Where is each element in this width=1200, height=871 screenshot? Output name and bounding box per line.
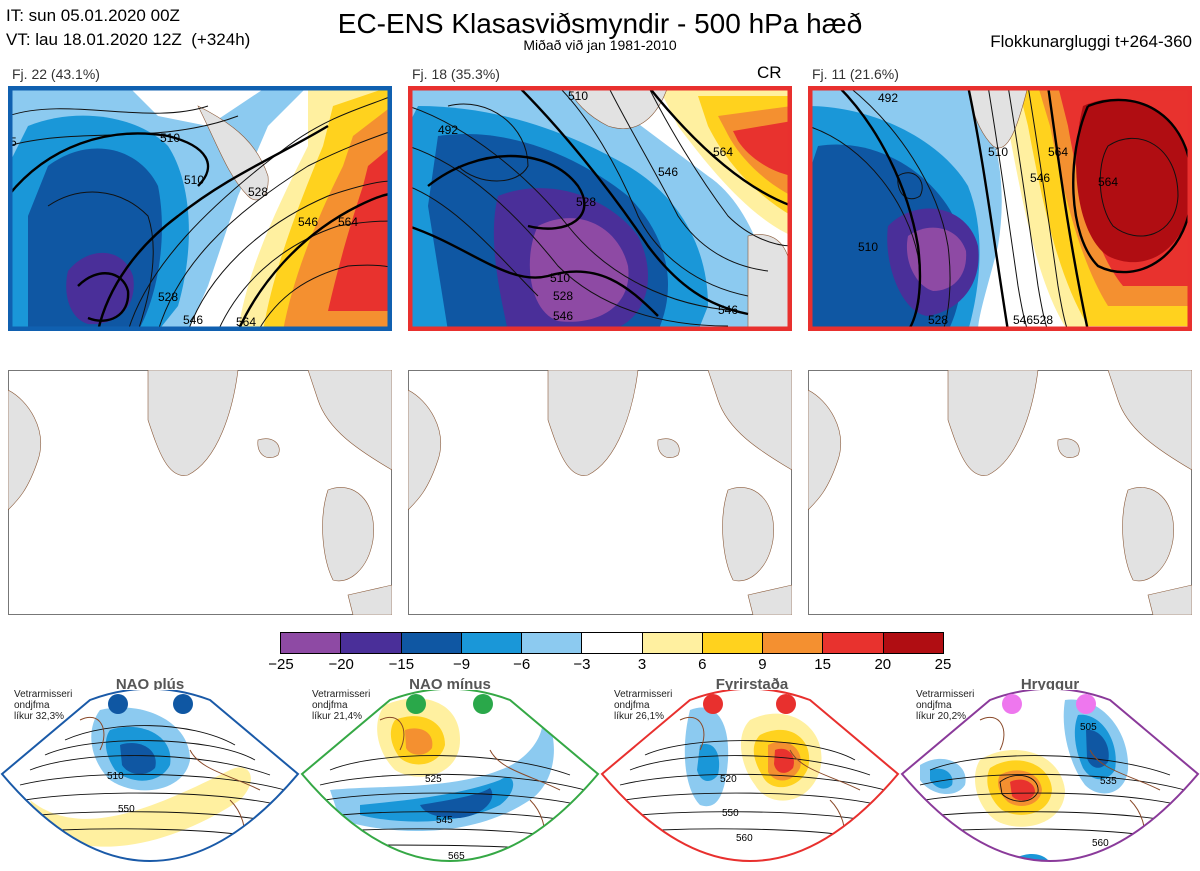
colorbar-swatch <box>701 633 763 653</box>
contour-label: 550 <box>118 804 135 815</box>
base-map-3 <box>808 370 1192 615</box>
colorbar-swatch <box>762 633 823 653</box>
colorbar-tick-label: 9 <box>758 656 767 673</box>
colorbar-tick-label: −6 <box>513 656 531 673</box>
contour-label: 546 <box>553 309 573 323</box>
contour-label: 528 <box>928 313 948 327</box>
cluster-frame <box>8 86 392 331</box>
regime-1-title: NAO plús <box>115 676 185 693</box>
cluster-2-map: 510 492 528 546 510 528 546 546 564 <box>408 86 792 331</box>
contour-label: 510 <box>550 271 570 285</box>
contour-label: 5 <box>10 135 17 149</box>
colorbar-tick-label: 25 <box>934 656 952 673</box>
colorbar-tick-label: −3 <box>573 656 591 673</box>
contour-label: 505 <box>1080 722 1097 733</box>
contour-label: 510 <box>184 173 204 187</box>
contour-label: 564 <box>1098 175 1118 189</box>
cluster-1-map: 510 510 528 546 564 528 546 564 5 <box>8 86 392 331</box>
cluster-1-label: Fj. 22 (43.1%) <box>12 66 100 82</box>
contour-label: 535 <box>1100 776 1117 787</box>
contour-label: 528 <box>1033 313 1053 327</box>
contour-label: 560 <box>1092 838 1109 849</box>
colorbar-swatch <box>882 633 943 653</box>
regime-3-title: Fyrirstaða <box>715 676 789 693</box>
contour-label: 520 <box>720 774 737 785</box>
colorbar-swatch <box>521 633 582 653</box>
colorbar-swatch <box>581 633 642 653</box>
colorbar-tick-label: −20 <box>328 656 354 673</box>
colorbar-swatch <box>641 633 702 653</box>
colorbar-tick-label: −15 <box>388 656 415 673</box>
base-map-2 <box>408 370 792 615</box>
contour-label: 546 <box>183 313 203 327</box>
contour-label: 546 <box>1013 313 1033 327</box>
regime-3-map: 520 550 560 <box>600 690 900 862</box>
regime-1-map: 510 550 <box>0 690 300 862</box>
contour-label: 545 <box>436 815 453 826</box>
colorbar-tick-label: 3 <box>637 656 647 673</box>
page-title: EC-ENS Klasasviðsmyndir - 500 hPa hæð <box>337 8 863 39</box>
regime-2-title: NAO mínus <box>409 676 491 693</box>
cluster-frame <box>408 86 792 331</box>
page-subtitle: Miðað við jan 1981-2010 <box>523 37 677 53</box>
regime-4-map: 505 535 560 <box>900 690 1200 862</box>
contour-label: 546 <box>298 215 318 229</box>
colorbar-swatch <box>822 633 883 653</box>
colorbar-tick-label: −25 <box>268 656 294 673</box>
contour-label: 564 <box>1048 145 1068 159</box>
colorbar-tick-label: 6 <box>698 656 707 673</box>
colorbar-tick-label: 15 <box>814 656 831 673</box>
valid-time: VT: lau 18.01.2020 12Z (+324h) <box>6 30 251 49</box>
classification-window: Flokkunargluggi t+264-360 <box>990 32 1192 51</box>
cluster-frame <box>808 86 1192 331</box>
regime-3-climatology: Vetrarmisseri ondjfma líkur 26,1% <box>614 689 673 722</box>
colorbar-swatch <box>281 633 341 653</box>
contour-label: 510 <box>107 771 124 782</box>
regime-2-map: 525 545 565 <box>300 690 600 862</box>
contour-label: 492 <box>438 123 458 137</box>
cluster-3-map: 492 510 510 528 546 564 546 528 564 <box>808 86 1192 331</box>
contour-label: 510 <box>160 131 180 145</box>
colorbar-swatch <box>400 633 461 653</box>
contour-label: 564 <box>338 215 358 229</box>
contour-label: 510 <box>568 89 588 103</box>
contour-label: 492 <box>878 91 898 105</box>
contour-label: 510 <box>988 145 1008 159</box>
contour-label: 546 <box>1030 171 1050 185</box>
contour-label: 510 <box>858 240 878 254</box>
colorbar-swatch <box>460 633 522 653</box>
colorbar <box>280 632 944 654</box>
contour-label: 546 <box>658 165 678 179</box>
contour-label: 565 <box>448 851 465 862</box>
contour-label: 560 <box>736 833 753 844</box>
colorbar-tick-label: 20 <box>874 656 892 673</box>
contour-label: 550 <box>722 808 739 819</box>
contour-label: 564 <box>236 315 256 329</box>
cluster-2-label: Fj. 18 (35.3%) <box>412 66 500 82</box>
base-map-1 <box>8 370 392 615</box>
contour-label: 528 <box>576 195 596 209</box>
contour-label: 528 <box>553 289 573 303</box>
regime-4-climatology: Vetrarmisseri ondjfma líkur 20,2% <box>916 689 975 722</box>
colorbar-tick-label: −9 <box>452 656 471 673</box>
regime-1-climatology: Vetrarmisseri ondjfma líkur 32,3% <box>14 689 73 722</box>
init-time: IT: sun 05.01.2020 00Z <box>6 6 180 25</box>
regime-4-title: Hryggur <box>1020 676 1080 693</box>
colorbar-swatch <box>340 633 401 653</box>
control-run-tag: CR <box>757 63 782 82</box>
contour-label: 546 <box>718 303 738 317</box>
contour-label: 525 <box>425 774 442 785</box>
regime-2-climatology: Vetrarmisseri ondjfma líkur 21,4% <box>312 689 371 722</box>
contour-label: 564 <box>713 145 733 159</box>
cluster-3-label: Fj. 11 (21.6%) <box>812 66 899 82</box>
contour-label: 528 <box>158 290 178 304</box>
contour-label: 528 <box>248 185 268 199</box>
